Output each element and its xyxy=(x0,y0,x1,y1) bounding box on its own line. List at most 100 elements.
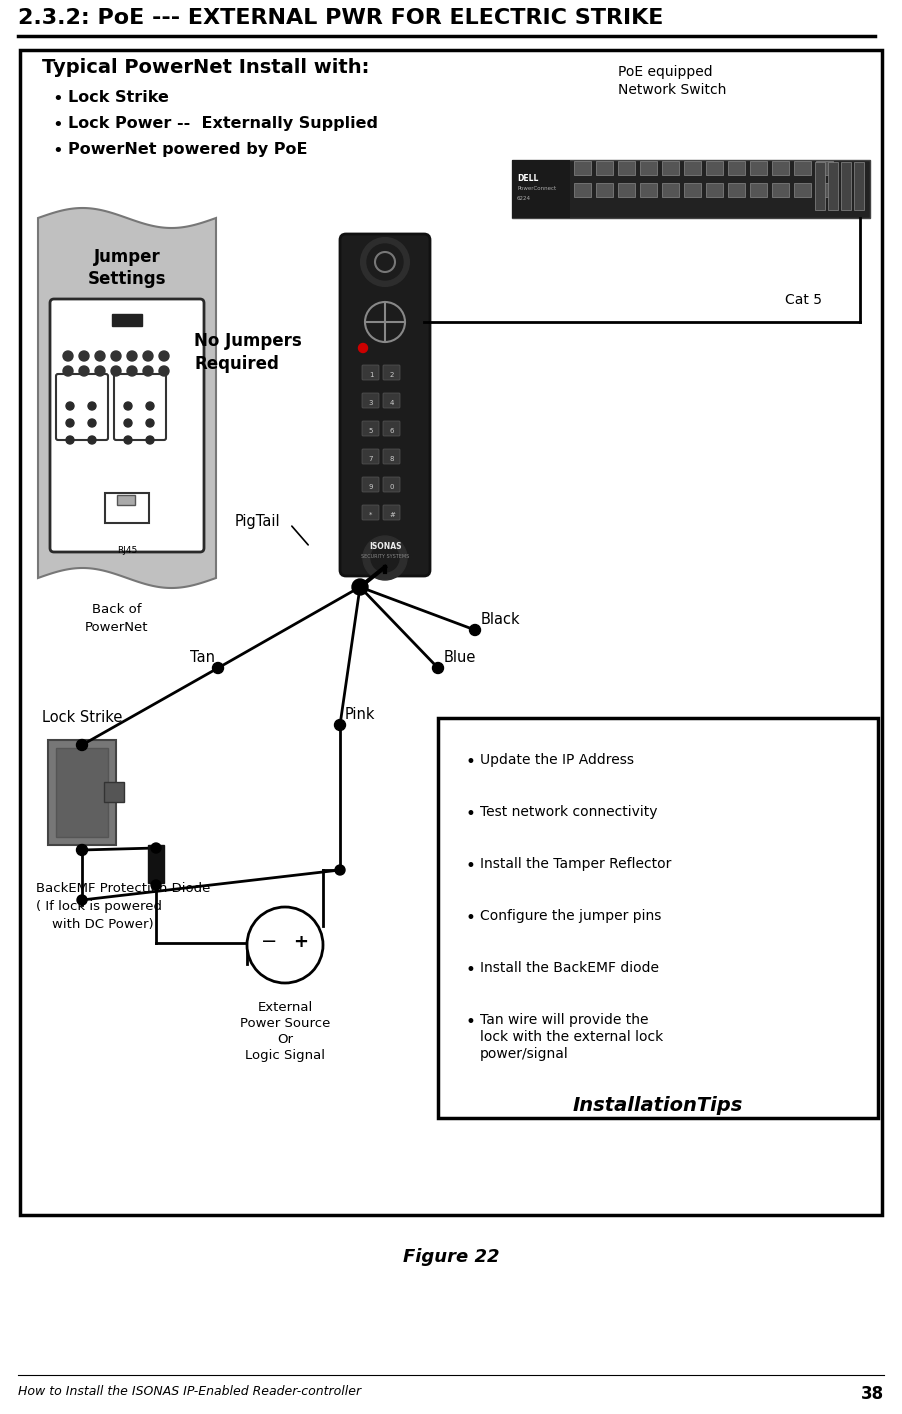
Bar xyxy=(816,161,833,175)
Text: •: • xyxy=(52,90,63,107)
Text: Lock Strike: Lock Strike xyxy=(42,710,123,725)
Circle shape xyxy=(358,344,367,352)
Text: 5: 5 xyxy=(369,428,373,434)
Text: 2.3.2: PoE --- EXTERNAL PWR FOR ELECTRIC STRIKE: 2.3.2: PoE --- EXTERNAL PWR FOR ELECTRIC… xyxy=(18,8,663,28)
FancyBboxPatch shape xyxy=(56,373,108,440)
Bar xyxy=(48,740,116,846)
Text: Tan: Tan xyxy=(190,650,215,665)
Text: Typical PowerNet Install with:: Typical PowerNet Install with: xyxy=(42,58,370,76)
Bar xyxy=(596,161,613,175)
Bar xyxy=(828,163,838,211)
Text: 7: 7 xyxy=(369,455,373,462)
Text: Pink: Pink xyxy=(345,707,375,723)
FancyBboxPatch shape xyxy=(340,233,430,575)
Text: PowerConnect: PowerConnect xyxy=(517,187,557,191)
Text: with DC Power): with DC Power) xyxy=(52,918,153,930)
Circle shape xyxy=(127,351,137,361)
Text: ( If lock is powered: ( If lock is powered xyxy=(36,899,162,913)
Bar xyxy=(512,160,570,218)
Bar xyxy=(794,161,811,175)
Bar xyxy=(662,161,679,175)
Text: •: • xyxy=(52,116,63,134)
FancyBboxPatch shape xyxy=(362,365,379,380)
FancyBboxPatch shape xyxy=(383,393,400,409)
Bar xyxy=(662,182,679,197)
Circle shape xyxy=(367,245,403,280)
Text: Logic Signal: Logic Signal xyxy=(245,1049,325,1062)
Text: •: • xyxy=(466,1012,476,1031)
Bar xyxy=(618,182,635,197)
Text: Install the Tamper Reflector: Install the Tamper Reflector xyxy=(480,857,671,871)
Circle shape xyxy=(363,536,407,580)
Polygon shape xyxy=(38,208,216,588)
Text: power/signal: power/signal xyxy=(480,1046,569,1060)
Circle shape xyxy=(124,402,132,410)
Text: PoE equipped: PoE equipped xyxy=(618,65,713,79)
Circle shape xyxy=(361,238,409,286)
Circle shape xyxy=(111,366,121,376)
Circle shape xyxy=(432,663,444,673)
Bar xyxy=(104,782,124,802)
Circle shape xyxy=(146,419,154,427)
Text: How to Install the ISONAS IP-Enabled Reader-controller: How to Install the ISONAS IP-Enabled Rea… xyxy=(18,1384,361,1398)
Text: 9: 9 xyxy=(369,484,373,491)
Circle shape xyxy=(63,351,73,361)
Text: •: • xyxy=(466,962,476,978)
Text: PigTail: PigTail xyxy=(235,515,281,529)
Text: •: • xyxy=(466,754,476,771)
Text: Cat 5: Cat 5 xyxy=(785,293,822,307)
Text: ISONAS: ISONAS xyxy=(369,542,401,551)
Bar xyxy=(117,495,135,505)
Text: •: • xyxy=(466,805,476,823)
Circle shape xyxy=(124,436,132,444)
Bar xyxy=(750,182,767,197)
Circle shape xyxy=(88,402,96,410)
Bar xyxy=(706,161,723,175)
Bar xyxy=(684,161,701,175)
Circle shape xyxy=(88,419,96,427)
Bar xyxy=(618,161,635,175)
Bar xyxy=(794,182,811,197)
Text: −: − xyxy=(261,932,277,952)
Bar xyxy=(750,161,767,175)
Circle shape xyxy=(159,351,169,361)
Bar xyxy=(148,846,164,882)
FancyBboxPatch shape xyxy=(362,477,379,492)
Text: Or: Or xyxy=(277,1034,293,1046)
Text: 0: 0 xyxy=(390,484,394,491)
Text: Settings: Settings xyxy=(87,270,166,288)
Circle shape xyxy=(95,351,105,361)
Text: Lock Strike: Lock Strike xyxy=(68,90,169,105)
Text: Install the BackEMF diode: Install the BackEMF diode xyxy=(480,962,659,976)
Text: Configure the jumper pins: Configure the jumper pins xyxy=(480,909,661,923)
Bar xyxy=(815,163,825,211)
Text: •: • xyxy=(466,857,476,875)
FancyBboxPatch shape xyxy=(362,393,379,409)
FancyBboxPatch shape xyxy=(383,365,400,380)
Text: 1: 1 xyxy=(369,372,373,378)
Circle shape xyxy=(146,436,154,444)
Text: •: • xyxy=(52,141,63,160)
Circle shape xyxy=(124,419,132,427)
FancyBboxPatch shape xyxy=(50,298,204,551)
Circle shape xyxy=(66,419,74,427)
Circle shape xyxy=(159,366,169,376)
Bar xyxy=(105,493,149,523)
Text: SECURITY SYSTEMS: SECURITY SYSTEMS xyxy=(361,554,410,559)
Text: 3: 3 xyxy=(369,400,373,406)
Circle shape xyxy=(79,351,89,361)
Text: Update the IP Address: Update the IP Address xyxy=(480,754,634,766)
Circle shape xyxy=(63,366,73,376)
Text: No Jumpers: No Jumpers xyxy=(194,332,302,351)
Text: Blue: Blue xyxy=(444,650,476,665)
Bar xyxy=(706,182,723,197)
Text: 2: 2 xyxy=(390,372,394,378)
Text: •: • xyxy=(466,909,476,928)
Text: Lock Power --  Externally Supplied: Lock Power -- Externally Supplied xyxy=(68,116,378,132)
Circle shape xyxy=(95,366,105,376)
Text: Required: Required xyxy=(194,355,279,373)
Circle shape xyxy=(79,366,89,376)
Bar xyxy=(772,161,789,175)
Bar xyxy=(728,182,745,197)
Circle shape xyxy=(213,663,224,673)
